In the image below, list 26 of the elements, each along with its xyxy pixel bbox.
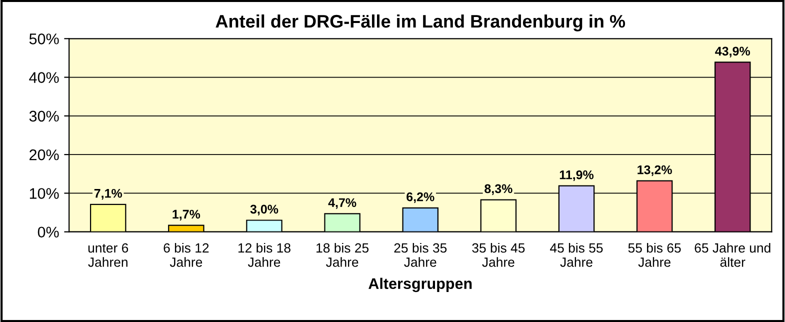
y-tick-label: 0% xyxy=(38,226,59,238)
y-tick-label: 40% xyxy=(29,72,59,83)
y-tick-label: 30% xyxy=(29,110,59,122)
x-tick-label: unter 6 Jahren xyxy=(88,243,128,267)
x-tick-label: 65 Jahre und älter xyxy=(694,242,770,267)
chart-title: Anteil der DRG-Fälle im Land Brandenburg in % xyxy=(216,14,626,32)
data-label: 4,7% xyxy=(328,198,356,209)
data-label: 7,1% xyxy=(94,188,122,200)
x-tick-label: 35 bis 45 Jahre xyxy=(472,242,525,267)
data-label: 3,0% xyxy=(250,204,278,216)
y-tick-label: 20% xyxy=(30,149,59,160)
data-label: 13,2% xyxy=(638,165,672,176)
data-label: 43,9% xyxy=(715,46,750,58)
x-tick-label: 12 bis 18 Jahre xyxy=(238,242,290,267)
data-label: 8,3% xyxy=(484,184,512,195)
x-tick-label: 25 bis 35 Jahre xyxy=(394,242,447,267)
x-tick-label: 45 bis 55 Jahre xyxy=(550,242,603,267)
data-label: 11,9% xyxy=(560,170,594,182)
x-tick-label: 55 bis 65 Jahre xyxy=(628,242,681,267)
data-label: 1,7% xyxy=(172,210,200,220)
x-tick-label: 18 bis 25 Jahre xyxy=(316,242,369,267)
y-tick-label: 50% xyxy=(29,34,59,44)
x-tick-label: 6 bis 12 Jahre xyxy=(164,242,209,267)
y-tick-label: 10% xyxy=(30,188,59,199)
x-axis-title: Altersgruppen xyxy=(368,278,472,292)
data-label: 6,2% xyxy=(406,192,434,204)
